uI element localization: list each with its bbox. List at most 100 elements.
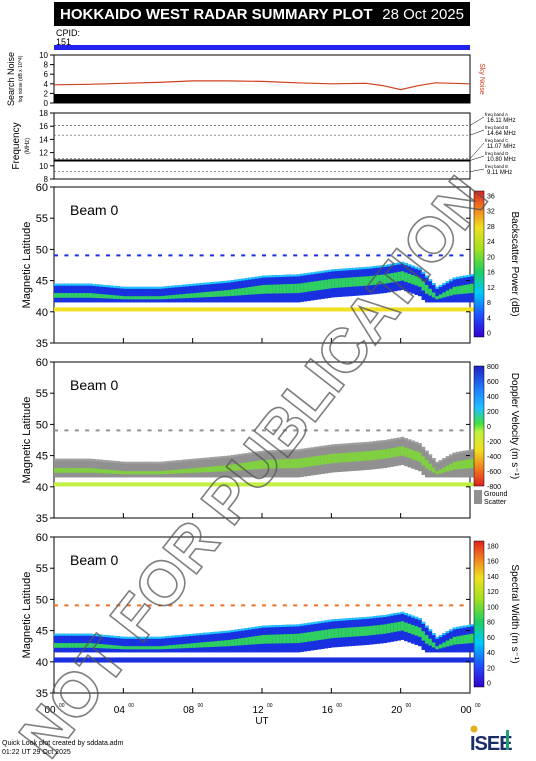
scatter-cell (130, 307, 135, 312)
scatter-cell (390, 660, 395, 663)
scatter-cell (411, 440, 415, 443)
scatter-cell (463, 275, 467, 278)
scatter-cell (147, 286, 152, 303)
scatter-cell (456, 636, 460, 645)
scatter-cell (424, 284, 429, 294)
scatter-cell (220, 631, 225, 634)
scatter-cell (192, 307, 197, 312)
time-tick-label: 12 (252, 705, 264, 716)
scatter-cell (130, 657, 135, 662)
scatter-cell (470, 660, 474, 663)
scatter-cell (220, 604, 225, 607)
scatter-cell (140, 471, 145, 475)
scatter-cell (151, 636, 155, 653)
scatter-cell (379, 615, 384, 618)
time-tick-label: 08 (183, 705, 195, 716)
scatter-cell (303, 482, 308, 487)
scatter-cell (359, 657, 363, 662)
scatter-cell (67, 307, 72, 312)
band-name: freq band D (485, 151, 509, 156)
scatter-cell (262, 254, 266, 257)
scatter-cell (196, 482, 200, 487)
scatter-cell (338, 482, 343, 487)
scatter-cell (244, 657, 249, 662)
scatter-cell (244, 462, 249, 470)
noise-ylabel-sub: log noise (dB x 10^4) (18, 55, 24, 102)
scatter-cell (359, 617, 363, 620)
scatter-cell (74, 468, 79, 473)
scatter-cell (397, 612, 401, 615)
noise-tick-label: 8 (44, 61, 49, 70)
scatter-cell (140, 646, 145, 650)
scatter-cell (92, 307, 96, 312)
scatter-cell (327, 269, 332, 272)
scatter-cell (210, 457, 214, 460)
scatter-cell (456, 276, 460, 279)
scatter-cell (438, 634, 443, 637)
scatter-cell (338, 453, 343, 463)
scatter-cell (286, 657, 291, 662)
scatter-cell (196, 467, 200, 473)
scatter-cell (230, 630, 235, 633)
scatter-cell (449, 638, 453, 646)
scatter-cell (164, 657, 169, 662)
scatter-cell (147, 636, 152, 639)
scatter-cell (133, 657, 138, 662)
scatter-cell (407, 604, 412, 607)
time-tick-sup: 00 (406, 703, 412, 709)
scatter-cell (449, 629, 453, 632)
scatter-cell (435, 657, 440, 662)
scatter-cell (272, 604, 277, 607)
scatter-cell (164, 636, 169, 639)
scatter-cell (67, 633, 72, 653)
scatter-cell (137, 657, 141, 662)
scatter-cell (324, 454, 329, 465)
scatter-cell (109, 644, 114, 649)
scatter-cell (237, 657, 242, 662)
scatter-cell (81, 657, 86, 662)
ground-scatter-label: Ground (484, 491, 507, 498)
scatter-cell (230, 254, 235, 257)
colorbar-label: Backscatter Power (dB) (509, 211, 520, 316)
scatter-cell (438, 284, 443, 303)
scatter-cell (279, 274, 284, 277)
scatter-cell (133, 286, 138, 289)
scatter-cell (81, 307, 86, 312)
scatter-cell (178, 604, 183, 607)
scatter-cell (112, 645, 117, 649)
scatter-cell (386, 307, 391, 312)
scatter-cell (397, 262, 401, 265)
scatter-cell (88, 643, 93, 648)
scatter-cell (258, 285, 263, 294)
scatter-cell (116, 636, 121, 653)
scatter-cell (372, 660, 377, 663)
scatter-cell (137, 461, 141, 464)
scatter-cell (57, 293, 62, 298)
colorbar (473, 365, 485, 487)
scatter-cell (71, 468, 76, 473)
scatter-cell (81, 660, 86, 663)
scatter-cell (140, 296, 145, 300)
scatter-cell (158, 482, 162, 487)
scatter-cell (411, 307, 415, 312)
scatter-cell (407, 660, 412, 663)
scatter-cell (345, 268, 349, 271)
scatter-cell (206, 641, 211, 648)
beam-label: Beam 0 (70, 202, 118, 218)
lat-tick-label: 55 (36, 563, 48, 575)
scatter-cell (185, 468, 190, 474)
scatter-cell (386, 264, 391, 267)
scatter-cell (126, 461, 131, 464)
scatter-cell (158, 646, 162, 650)
scatter-cell (275, 284, 280, 294)
scatter-cell (279, 459, 284, 469)
scatter-cell (119, 286, 124, 289)
scatter-cell (223, 630, 228, 633)
scatter-cell (279, 449, 284, 452)
scatter-cell (268, 634, 273, 644)
scatter-cell (348, 443, 353, 446)
scatter-cell (397, 307, 401, 312)
scatter-cell (320, 280, 325, 290)
scatter-cell (74, 254, 79, 257)
